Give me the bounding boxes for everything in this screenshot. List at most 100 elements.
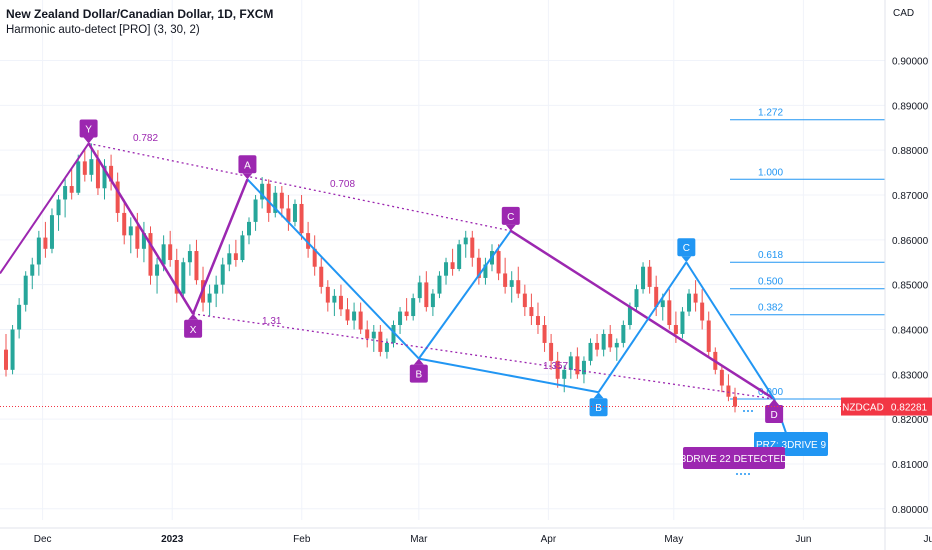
candle-body xyxy=(398,311,403,325)
candle-body xyxy=(660,300,665,308)
candle-body xyxy=(437,275,442,294)
time-tick-label: 2023 xyxy=(161,534,184,545)
candle-body xyxy=(444,262,449,276)
price-tag xyxy=(886,397,932,416)
price-tick-label: 0.82000 xyxy=(892,415,929,426)
candle-body xyxy=(417,282,422,299)
point-b-pointer xyxy=(413,358,424,365)
candle-body xyxy=(673,325,678,334)
pattern-leg-blue xyxy=(418,230,512,360)
pattern-leg-purple xyxy=(510,229,775,401)
point-d-marker xyxy=(765,404,784,423)
projection-dot xyxy=(751,410,753,412)
candle-body xyxy=(227,253,232,265)
point-c-blue-marker xyxy=(677,238,696,257)
ratio-label: 0.708 xyxy=(330,179,355,190)
candle-body xyxy=(450,262,455,269)
time-tick-label: Feb xyxy=(293,534,311,545)
candle-body xyxy=(49,215,54,249)
pattern-leg-purple xyxy=(191,178,249,315)
candle-body xyxy=(306,233,311,249)
pattern-leg-blue xyxy=(246,178,420,360)
harmonic-patterns: 0.782 0.708 1.31 1.357 Y X A B C D B C xyxy=(0,119,790,475)
candle-body xyxy=(286,208,291,222)
candle-body xyxy=(56,199,61,216)
price-tick-label: 0.90000 xyxy=(892,57,929,68)
candle-body xyxy=(260,183,265,200)
candle-body xyxy=(719,369,724,386)
candle-body xyxy=(667,300,672,325)
point-y-pointer xyxy=(83,137,94,144)
candle-body xyxy=(555,360,560,379)
candle-body xyxy=(4,349,8,370)
time-tick-label: Mar xyxy=(410,534,428,545)
candle-body xyxy=(627,307,632,325)
candle-body xyxy=(89,159,94,175)
candle-body xyxy=(102,165,107,189)
candle-body xyxy=(687,293,692,312)
fib-level-label: 0.382 xyxy=(758,303,783,314)
candle-body xyxy=(391,325,396,343)
candle-body xyxy=(332,295,337,303)
candle-body xyxy=(23,275,28,305)
candle-body xyxy=(10,329,15,370)
candle-body xyxy=(240,235,245,260)
candle-body xyxy=(371,331,376,339)
fib-level-label: 1.272 xyxy=(758,108,783,119)
candle-body xyxy=(325,286,330,303)
candle-body xyxy=(608,333,613,348)
price-tick-label: 0.89000 xyxy=(892,101,929,112)
candle-body xyxy=(194,251,199,281)
candle-body xyxy=(233,253,238,260)
candle-body xyxy=(476,257,481,278)
price-tick-label: 0.85000 xyxy=(892,281,929,292)
point-d-pointer xyxy=(769,398,780,405)
price-tick-label: 0.88000 xyxy=(892,146,929,157)
candle-body xyxy=(95,159,100,189)
candle-body xyxy=(542,325,547,343)
symbol-tag-label: NZDCAD xyxy=(842,403,884,414)
symbol-title[interactable]: New Zealand Dollar/Canadian Dollar, 1D, … xyxy=(6,7,274,21)
candle-body xyxy=(575,356,580,375)
point-a-pointer xyxy=(242,173,253,180)
candle-body xyxy=(404,311,409,317)
candle-body xyxy=(463,237,468,245)
point-c-blue-pointer xyxy=(681,256,692,263)
candle-body xyxy=(470,237,475,258)
candle-body xyxy=(345,309,350,321)
symbol-tag xyxy=(841,397,886,416)
ratio-line-dotted xyxy=(88,142,511,232)
point-d-label: D xyxy=(771,410,778,421)
candle-body xyxy=(82,161,87,175)
candle-body xyxy=(128,226,133,236)
candle-body xyxy=(312,248,317,267)
candle-body xyxy=(384,342,389,352)
projection-dot xyxy=(748,473,750,475)
candle-body xyxy=(535,316,540,325)
candle-body xyxy=(700,302,705,321)
candle-body xyxy=(516,280,521,294)
candle-body xyxy=(352,311,357,321)
candle-body xyxy=(509,280,514,287)
detected-badge xyxy=(683,447,785,469)
indicator-title[interactable]: Harmonic auto-detect [PRO] (3, 30, 2) xyxy=(6,24,200,36)
candle-body xyxy=(109,165,114,182)
candle-body xyxy=(614,342,619,348)
candle-body xyxy=(457,244,462,269)
candle-body xyxy=(430,293,435,308)
candle-body xyxy=(319,266,324,287)
pattern-leg-purple xyxy=(0,142,90,275)
candle-body xyxy=(641,266,646,290)
candle-body xyxy=(279,192,284,209)
price-tick-label: 0.81000 xyxy=(892,460,929,471)
fib-level-label: 1.000 xyxy=(758,167,783,178)
candle-body xyxy=(69,186,74,193)
point-c-label: C xyxy=(507,212,514,223)
price-tick-label: 0.86000 xyxy=(892,236,929,247)
point-x-label: X xyxy=(190,325,197,336)
point-c-marker xyxy=(501,206,520,225)
ratio-label: 1.31 xyxy=(262,316,282,327)
ratio-label: 1.357 xyxy=(543,361,568,372)
point-x-marker xyxy=(184,319,203,338)
